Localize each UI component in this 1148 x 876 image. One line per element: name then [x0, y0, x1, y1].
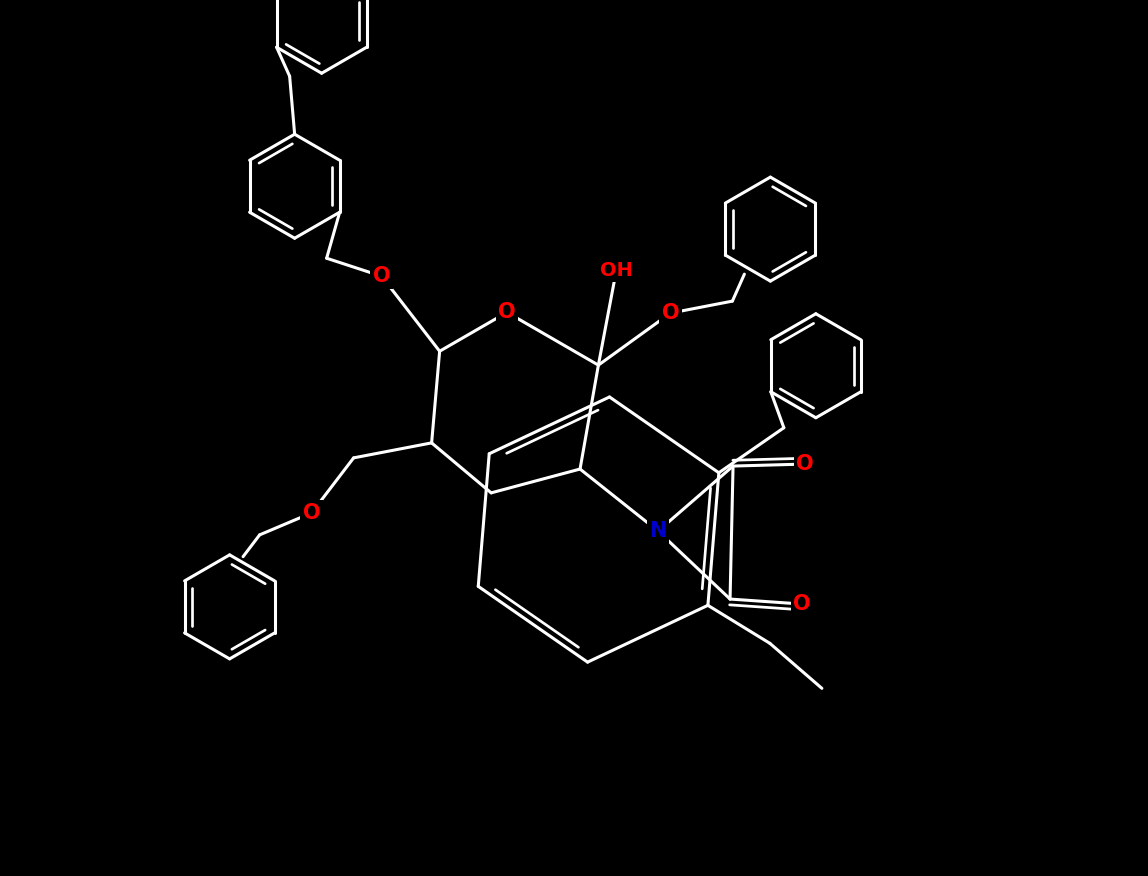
Text: N: N: [650, 521, 667, 541]
Text: O: O: [303, 503, 320, 523]
Text: OH: OH: [600, 261, 633, 279]
Text: O: O: [661, 303, 680, 323]
Text: O: O: [793, 594, 810, 614]
Text: O: O: [797, 454, 814, 474]
Text: O: O: [373, 266, 390, 286]
Text: O: O: [498, 302, 515, 322]
